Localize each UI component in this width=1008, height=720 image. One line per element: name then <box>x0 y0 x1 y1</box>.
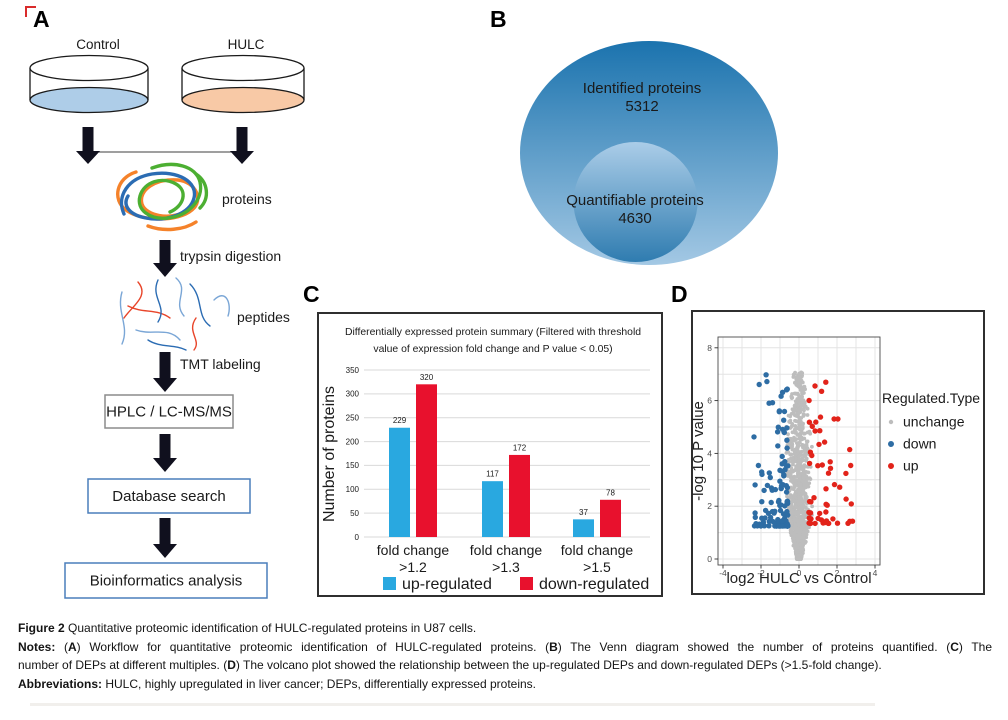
volcano-axis-ticks: -4 -2 0 2 4 0 2 4 6 8 <box>707 343 877 578</box>
venn-inner-circle <box>573 142 698 262</box>
svg-text:4: 4 <box>873 568 878 578</box>
svg-text:350: 350 <box>346 366 360 375</box>
panel-b-venn: Identified proteins 5312 Quantifiable pr… <box>520 41 778 265</box>
category-label: >1.3 <box>492 559 520 575</box>
hplc-box-label: HPLC / LC-MS/MS <box>106 404 232 421</box>
category-label: >1.2 <box>399 559 427 575</box>
down-regulated-legend-label: down-regulated <box>539 576 649 593</box>
down-arrow-icon <box>153 434 177 472</box>
panel-c-border <box>317 312 663 597</box>
svg-text:2: 2 <box>835 568 840 578</box>
trypsin-label: trypsin digestion <box>180 248 281 264</box>
volcano-legend-title: Regulated.Type <box>882 390 980 406</box>
svg-text:37: 37 <box>579 508 588 517</box>
proteins-label: proteins <box>222 191 272 207</box>
up-regulated-legend-label: up-regulated <box>402 576 492 593</box>
svg-text:100: 100 <box>346 485 360 494</box>
up-legend-label: up <box>903 458 919 474</box>
proteins-scribble-icon <box>116 162 208 232</box>
bar-chart-ylabel: Number of proteins <box>321 386 338 522</box>
scan-artifact <box>30 703 875 706</box>
svg-text:0: 0 <box>355 533 360 542</box>
crop-mark <box>25 6 36 17</box>
svg-text:6: 6 <box>707 396 712 406</box>
identified-proteins-value: 5312 <box>625 98 658 115</box>
quantifiable-proteins-label: Quantifiable proteins <box>566 192 704 209</box>
svg-text:8: 8 <box>707 343 712 353</box>
svg-text:0: 0 <box>797 568 802 578</box>
panel-a-label: A <box>33 6 50 32</box>
panel-b-label: B <box>490 6 507 32</box>
hulc-dish-label: HULC <box>228 37 265 52</box>
control-dish-label: Control <box>76 37 120 52</box>
bioinformatics-box-label: Bioinformatics analysis <box>90 573 243 590</box>
bioinformatics-box <box>64 562 268 599</box>
svg-text:117: 117 <box>486 470 499 479</box>
caption-line: Figure 2 Quantitative proteomic identifi… <box>18 621 477 635</box>
svg-text:229: 229 <box>393 416 407 425</box>
down-arrow-icon <box>153 240 177 277</box>
category-label: >1.5 <box>583 559 611 575</box>
peptides-squiggles-icon <box>119 277 230 351</box>
hulc-dish-icon <box>181 54 305 114</box>
panel-d-border <box>691 310 985 595</box>
bar-chart-plot-area: 0 50 100 150 200 250 300 350 229 117 37 320 172 78 <box>346 366 650 542</box>
database-search-box-label: Database search <box>112 488 225 505</box>
down-arrow-icon <box>153 518 177 558</box>
control-dish-icon <box>29 54 149 114</box>
panel-a-workflow: Control HULC proteins <box>29 37 305 599</box>
quantifiable-proteins-value: 4630 <box>618 210 651 227</box>
svg-text:-2: -2 <box>757 568 765 578</box>
svg-text:-4: -4 <box>719 568 727 578</box>
up-regulated-swatch <box>383 577 396 590</box>
category-label: fold change <box>377 542 450 558</box>
bar-chart-title-line2: value of expression fold change and P va… <box>373 344 612 355</box>
svg-text:250: 250 <box>346 414 360 423</box>
unchange-legend-label: unchange <box>903 414 965 430</box>
panel-c-label: C <box>303 281 320 307</box>
caption-line: Abbreviations: HULC, highly upregulated … <box>18 676 537 691</box>
down-arrow-icon <box>76 127 100 164</box>
svg-text:320: 320 <box>420 373 434 382</box>
peptides-label: peptides <box>237 309 290 325</box>
svg-text:50: 50 <box>350 509 359 518</box>
tmt-label: TMT labeling <box>180 356 261 372</box>
volcano-xlabel: log2 HULC vs Control <box>726 570 871 587</box>
svg-text:200: 200 <box>346 437 360 446</box>
svg-text:2: 2 <box>707 501 712 511</box>
panel-d-label: D <box>671 281 688 307</box>
up-dot-icon <box>888 463 894 469</box>
down-legend-label: down <box>903 436 936 452</box>
volcano-points <box>751 370 856 561</box>
volcano-ylabel: -log 10 P value <box>691 401 707 501</box>
panel-c-bar-chart: Differentially expressed protein summary… <box>317 312 663 597</box>
down-arrow-icon <box>230 127 254 164</box>
svg-text:78: 78 <box>606 488 615 497</box>
identified-proteins-label: Identified proteins <box>583 80 701 97</box>
bar-chart-title-line1: Differentially expressed protein summary… <box>345 327 641 338</box>
svg-text:0: 0 <box>707 554 712 564</box>
down-regulated-swatch <box>520 577 533 590</box>
down-arrow-icon <box>153 352 177 392</box>
figure-caption: Figure 2 Quantitative proteomic identifi… <box>18 619 992 693</box>
category-label: fold change <box>470 542 543 558</box>
database-search-box <box>87 478 251 514</box>
hplc-box <box>104 394 234 429</box>
caption-line: number of DEPs at different multiples. (… <box>18 658 882 673</box>
svg-text:300: 300 <box>346 390 360 399</box>
svg-text:4: 4 <box>707 448 712 458</box>
down-dot-icon <box>888 441 894 447</box>
panel-d-volcano-plot: -4 -2 0 2 4 0 2 4 6 8 log2 HULC vs Control -log 1… <box>691 310 985 595</box>
svg-text:150: 150 <box>346 461 360 470</box>
category-label: fold change <box>561 542 634 558</box>
svg-text:172: 172 <box>513 443 527 452</box>
caption-line: Notes: (A) Workflow for quantitative pro… <box>18 639 992 654</box>
unchange-dot-icon <box>888 419 894 425</box>
